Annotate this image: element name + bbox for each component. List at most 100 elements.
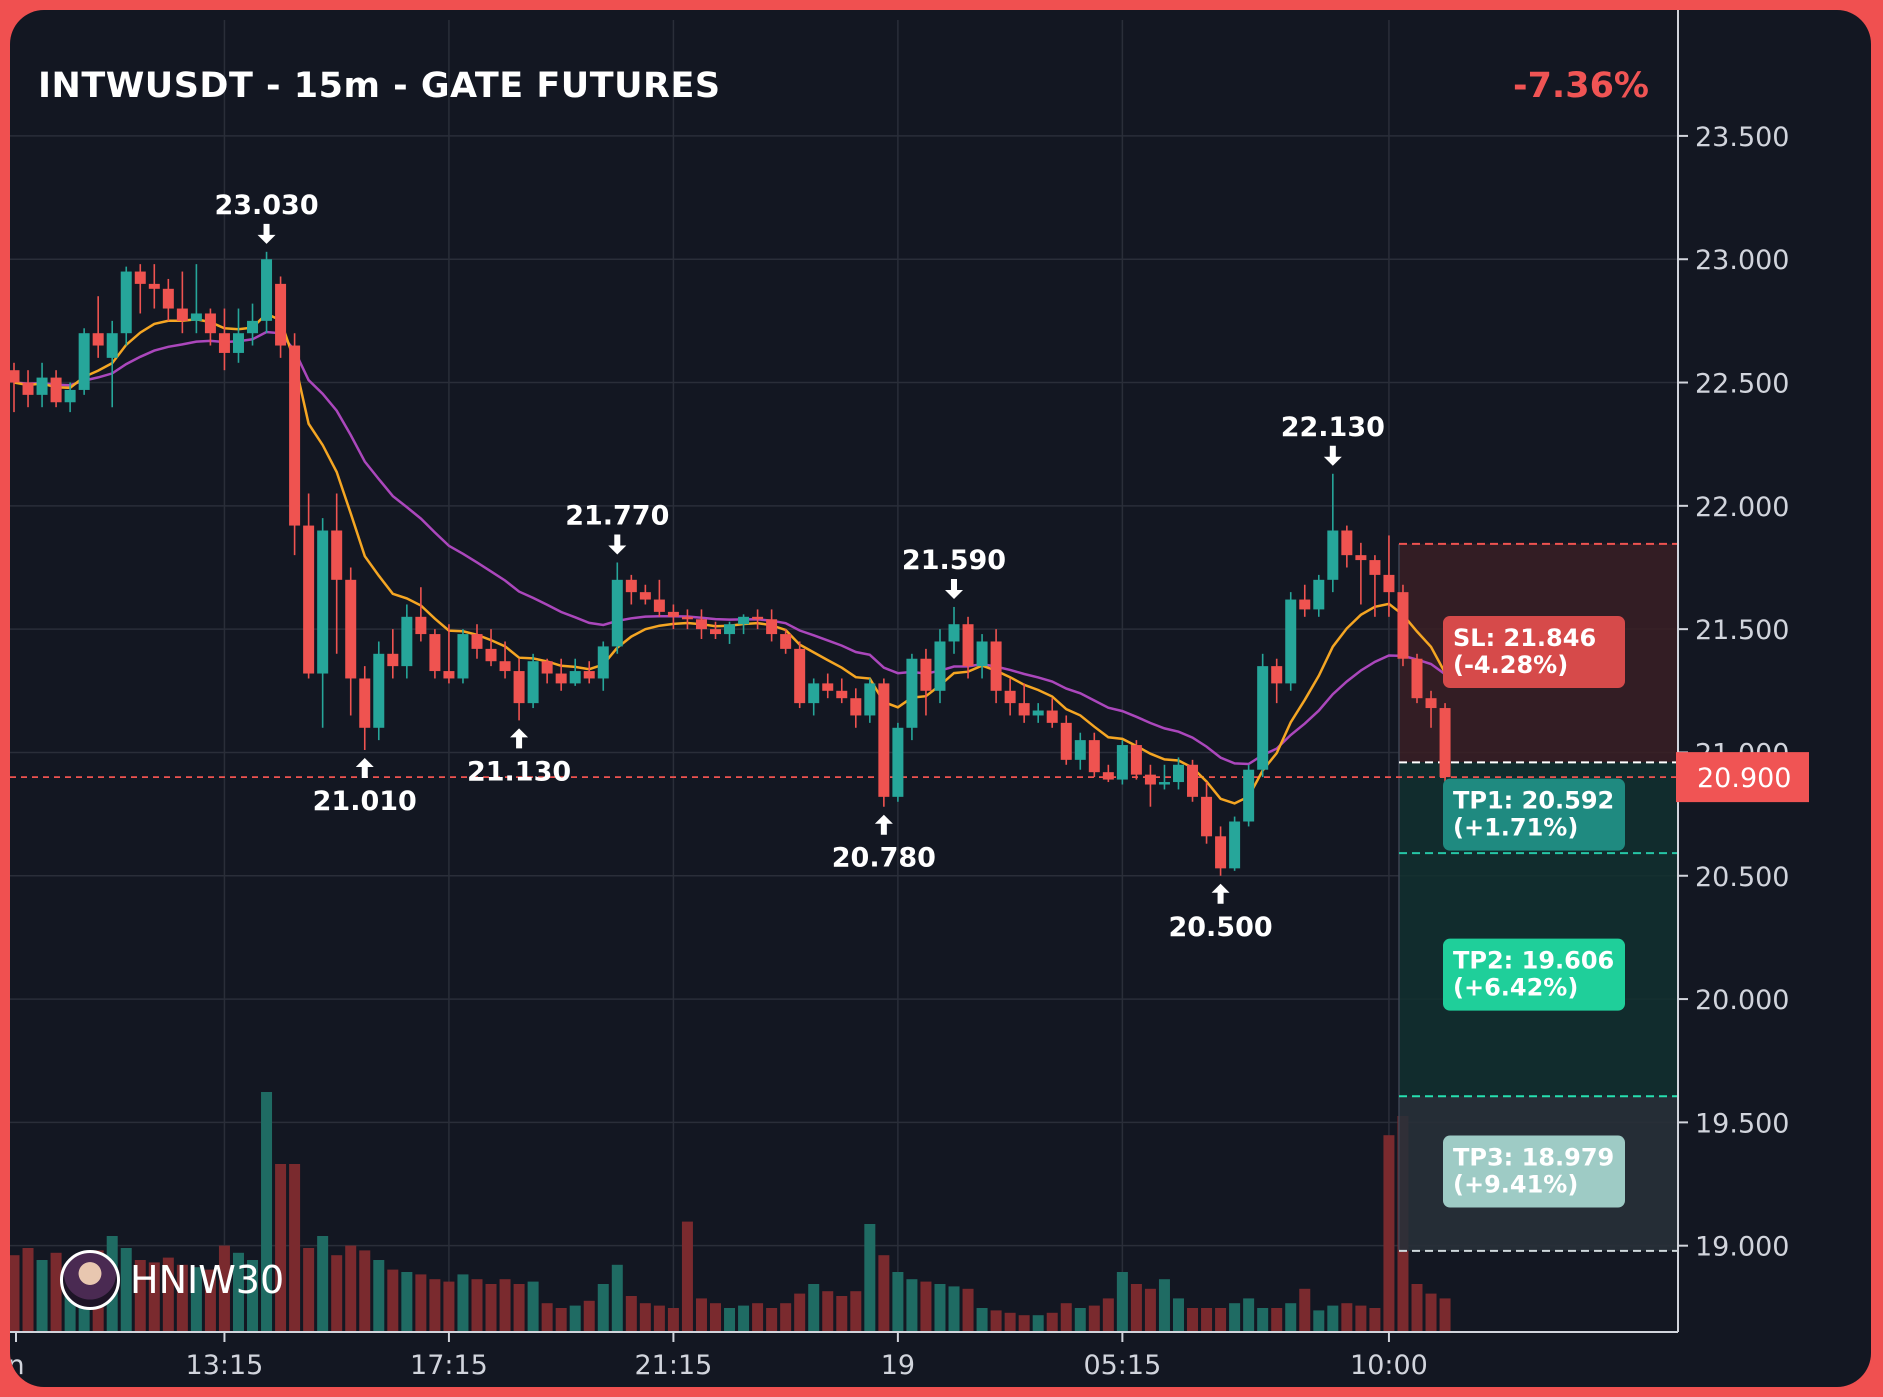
- candle-body: [1130, 745, 1142, 775]
- candle-body: [583, 671, 595, 679]
- candle-body: [1172, 764, 1184, 783]
- candle-body: [569, 671, 581, 684]
- candle-body: [148, 283, 160, 289]
- swing-label: 21.130: [467, 728, 571, 787]
- candle: [190, 264, 202, 334]
- candle: [1285, 592, 1297, 691]
- candle-body: [443, 671, 455, 679]
- candle: [864, 678, 876, 723]
- candle: [359, 666, 371, 750]
- candle: [948, 606, 960, 654]
- volume-bar: [1243, 1298, 1255, 1332]
- candle: [22, 370, 34, 408]
- candle: [1243, 764, 1255, 827]
- volume-bar: [275, 1164, 287, 1332]
- candle: [611, 562, 623, 654]
- watermark: HNIW30: [60, 1248, 284, 1312]
- candle: [106, 320, 118, 408]
- volume-bar: [569, 1305, 581, 1332]
- candle-body: [1032, 710, 1044, 716]
- candle-body: [1074, 740, 1086, 760]
- swing-low-label: 20.780: [832, 843, 936, 874]
- candle-body: [261, 259, 273, 321]
- volume-bar: [1327, 1305, 1339, 1332]
- level-box-tp3: TP3: 18.979(+9.41%): [1443, 1135, 1625, 1208]
- level-box-bg: [1443, 778, 1625, 851]
- level-box-pct: (+6.42%): [1453, 974, 1578, 1002]
- candle: [1116, 740, 1128, 785]
- price-chart[interactable]: 23.030 21.010 21.130 21.770 20.780 21.590 20.5…: [10, 10, 1871, 1387]
- candle: [275, 276, 287, 358]
- candle-body: [1425, 698, 1437, 709]
- candle-body: [948, 624, 960, 642]
- swing-annotations: 23.030 21.010 21.130 21.770 20.780 21.590 20.5…: [214, 190, 1384, 943]
- candle-body: [429, 634, 441, 672]
- candle-body: [36, 377, 48, 395]
- volume-bar: [261, 1092, 273, 1332]
- candle: [148, 264, 160, 309]
- candle-body: [1397, 592, 1409, 659]
- volume-bar: [289, 1164, 301, 1332]
- ema-fast-line: [13, 312, 1447, 805]
- candle-body: [499, 661, 511, 672]
- y-tick-label: 19.000: [1695, 1232, 1789, 1263]
- candle: [247, 303, 259, 346]
- arrow-down-icon: [1323, 445, 1342, 466]
- candle-body: [1215, 836, 1227, 869]
- candle-body: [218, 333, 230, 353]
- level-box-bg: [1443, 1135, 1625, 1208]
- candle-body: [710, 629, 721, 635]
- volume-bar: [1285, 1303, 1297, 1332]
- level-box-bg: [1443, 615, 1625, 688]
- volume-bar: [485, 1284, 497, 1332]
- candle: [401, 604, 413, 679]
- candle-body: [387, 653, 399, 667]
- candle-body: [864, 683, 876, 716]
- candle: [667, 604, 679, 630]
- candle: [1383, 535, 1395, 617]
- candle: [1201, 782, 1213, 844]
- volume-bar: [710, 1303, 721, 1332]
- candle-body: [247, 320, 259, 334]
- swing-label: 22.130: [1281, 412, 1385, 466]
- candle: [1074, 732, 1086, 770]
- volume-bar: [1004, 1312, 1016, 1332]
- volume-bar: [948, 1286, 960, 1332]
- candle: [78, 328, 90, 395]
- x-tick-label: 05:15: [1083, 1350, 1161, 1381]
- candle: [1102, 764, 1114, 783]
- watermark-text: HNIW30: [130, 1258, 285, 1302]
- volume-bar: [878, 1255, 890, 1332]
- candle: [906, 653, 918, 741]
- x-tick-label: 19: [881, 1350, 915, 1381]
- volume-bar: [303, 1248, 315, 1332]
- x-tick-label: 21:15: [635, 1350, 713, 1381]
- candle-body: [78, 333, 90, 390]
- candle-body: [1060, 722, 1072, 760]
- level-box-title: TP2: 19.606: [1453, 947, 1614, 975]
- level-box-title: TP1: 20.592: [1453, 787, 1614, 815]
- candle-body: [681, 616, 693, 620]
- swing-label: 21.770: [565, 501, 669, 555]
- candle: [1046, 698, 1058, 728]
- candle: [1004, 678, 1016, 716]
- swing-high-label: 21.770: [565, 501, 669, 532]
- volume-bar: [443, 1281, 455, 1332]
- candle-body: [1046, 710, 1058, 723]
- candle-body: [331, 530, 343, 580]
- candle: [724, 621, 736, 644]
- candle-body: [934, 641, 946, 691]
- level-box-bg: [1443, 938, 1625, 1011]
- candle-body: [752, 616, 764, 620]
- volume-bar: [1172, 1298, 1184, 1332]
- candle: [303, 493, 315, 679]
- candle-body: [106, 333, 118, 358]
- volume-bar: [1257, 1308, 1269, 1332]
- volume-bar: [1383, 1135, 1395, 1332]
- volume-bar: [162, 1257, 174, 1332]
- candle: [808, 678, 820, 716]
- volume-bar: [976, 1308, 988, 1332]
- candle: [597, 641, 609, 691]
- y-tick-label: 23.000: [1695, 245, 1789, 276]
- candle-body: [920, 658, 932, 691]
